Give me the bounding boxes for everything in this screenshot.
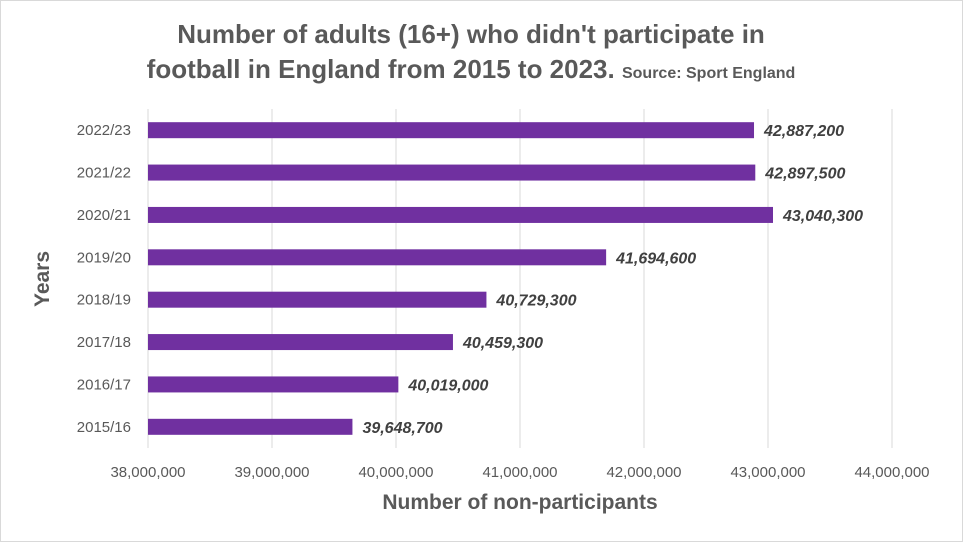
chart-title-line-1: Number of adults (16+) who didn't partic… (177, 19, 765, 49)
category-label: 2018/19 (77, 292, 131, 309)
category-label: 2016/17 (77, 376, 131, 393)
bar (148, 376, 399, 393)
category-label: 2015/16 (77, 419, 131, 436)
category-labels: 2022/23 2021/22 2020/21 2019/20 2018/19 2017/… (77, 122, 131, 436)
data-label: 42,887,200 (763, 123, 844, 140)
bar (148, 418, 353, 435)
y-axis-title: Years (31, 251, 54, 307)
category-label: 2020/21 (77, 207, 131, 224)
bar (148, 334, 453, 351)
data-labels: 42,887,200 42,897,500 43,040,300 41,694,600… (362, 123, 863, 437)
bar (148, 291, 487, 308)
data-label: 41,694,600 (615, 250, 696, 267)
chart-title-line-2-text: football in England from 2015 to 2023. (146, 54, 615, 84)
bar (148, 122, 755, 139)
x-tick-label: 41,000,000 (482, 464, 557, 481)
category-label: 2019/20 (77, 249, 131, 266)
data-label: 43,040,300 (782, 208, 863, 225)
x-tick-label: 42,000,000 (606, 464, 681, 481)
data-label: 40,459,300 (462, 335, 543, 352)
data-label: 40,729,300 (495, 293, 576, 310)
data-label: 39,648,700 (362, 420, 442, 437)
data-label: 42,897,500 (764, 166, 845, 183)
category-label: 2017/18 (77, 334, 131, 351)
category-label: 2022/23 (77, 122, 131, 139)
x-tick-label: 38,000,000 (110, 464, 185, 481)
data-label: 40,019,000 (407, 377, 488, 394)
chart-title-line-2: football in England from 2015 to 2023. S… (61, 52, 881, 91)
category-label: 2021/22 (77, 165, 131, 182)
bar (148, 249, 607, 266)
x-tick-label: 43,000,000 (730, 464, 805, 481)
bar (148, 164, 756, 181)
bar (148, 206, 773, 223)
chart-title: Number of adults (16+) who didn't partic… (61, 17, 881, 91)
x-tick-label: 39,000,000 (234, 464, 309, 481)
chart-source: Source: Sport England (621, 65, 796, 82)
gridlines (147, 109, 893, 448)
x-tick-label: 40,000,000 (358, 464, 433, 481)
bars (148, 122, 773, 435)
x-axis-title: Number of non-participants (382, 491, 657, 514)
x-tick-labels: 38,000,000 39,000,000 40,000,000 41,000,000… (110, 464, 929, 481)
x-tick-label: 44,000,000 (854, 464, 929, 481)
